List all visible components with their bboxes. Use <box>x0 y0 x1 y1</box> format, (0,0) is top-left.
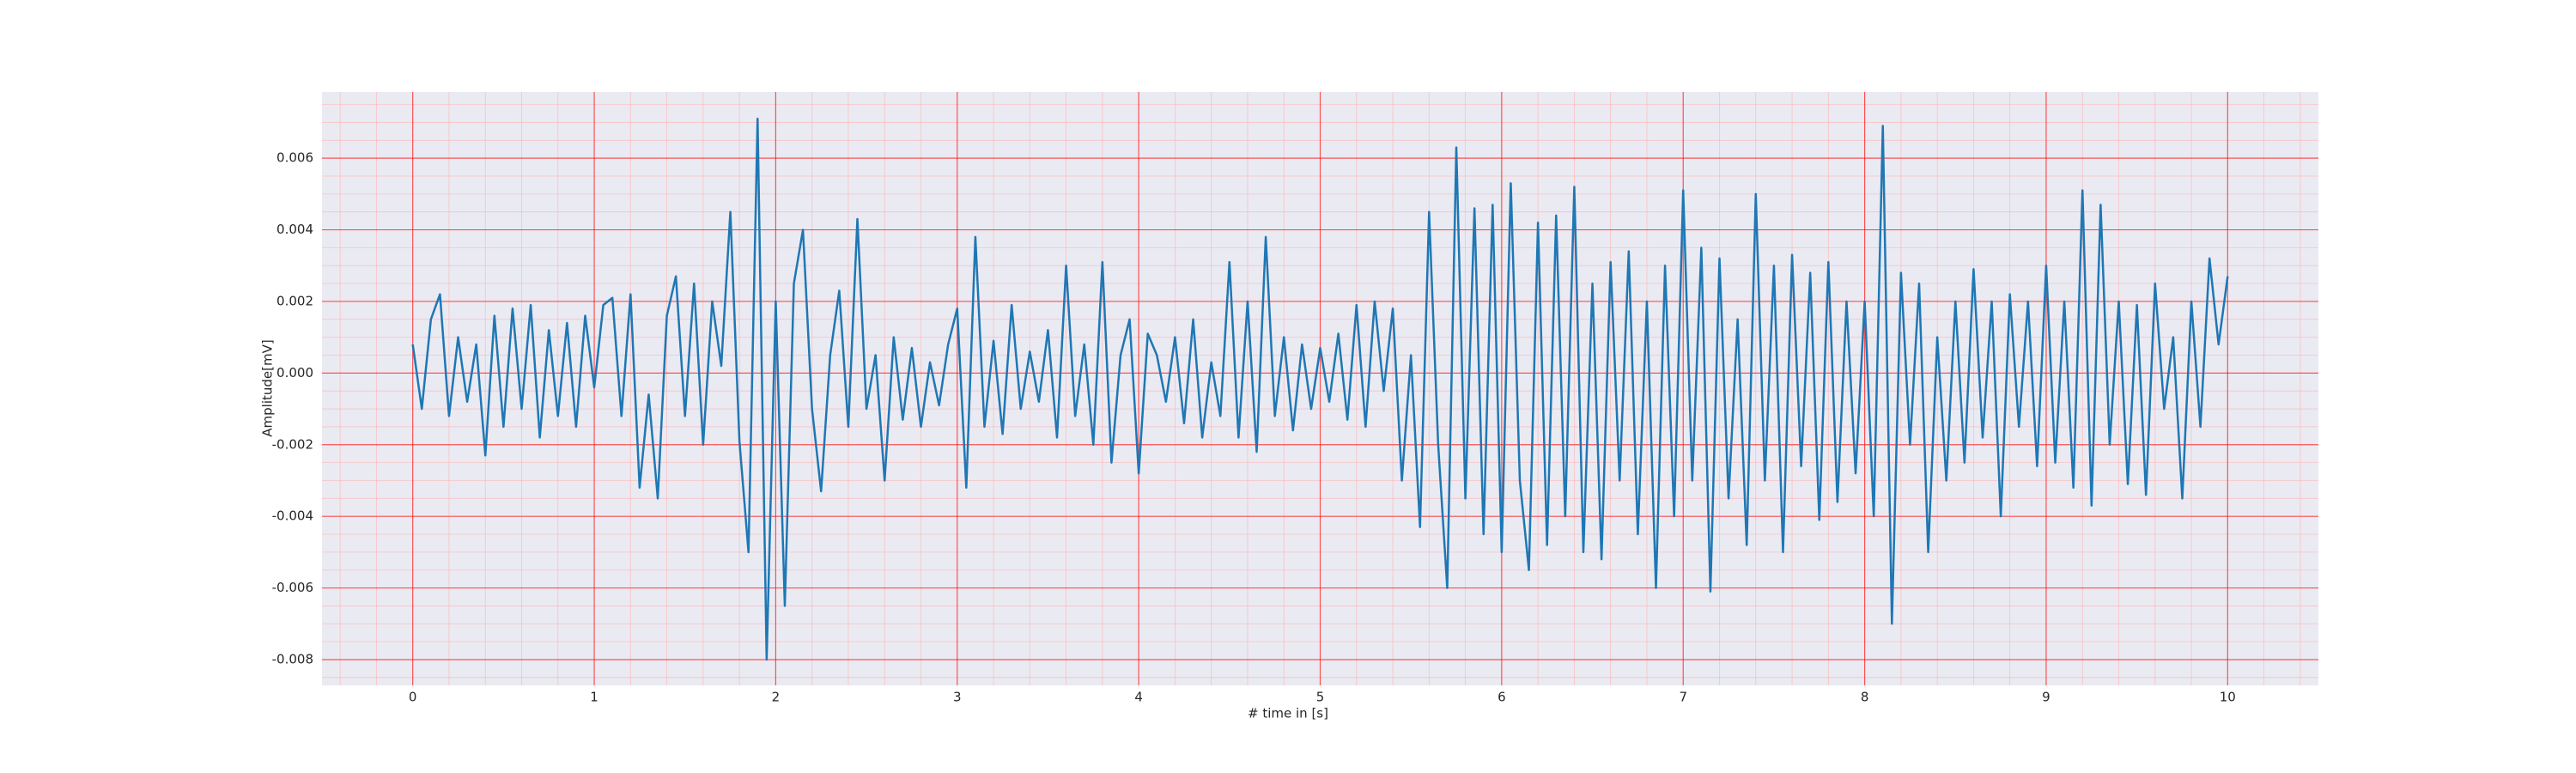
x-tick-label: 5 <box>1316 690 1325 705</box>
y-tick-label: 0.006 <box>276 150 313 166</box>
x-axis-label: # time in [s] <box>1248 706 1328 721</box>
x-tick-label: 0 <box>409 690 417 705</box>
x-tick-label: 9 <box>2042 690 2050 705</box>
x-tick-label: 10 <box>2220 690 2236 705</box>
y-tick-label: -0.004 <box>272 508 313 524</box>
x-tick-label: 1 <box>590 690 598 705</box>
y-tick-label: -0.002 <box>272 436 313 452</box>
x-tick-label: 8 <box>1861 690 1869 705</box>
signal-line <box>411 118 2229 661</box>
y-tick-label: -0.008 <box>272 651 313 666</box>
x-tick-label: 6 <box>1498 690 1506 705</box>
y-tick-label: -0.006 <box>272 580 313 595</box>
y-tick-label: 0.004 <box>276 222 313 237</box>
x-tick-label: 7 <box>1679 690 1687 705</box>
x-tick-label: 3 <box>953 690 962 705</box>
x-tick-label: 2 <box>772 690 781 705</box>
y-tick-label: 0.002 <box>276 293 313 308</box>
x-tick-label: 4 <box>1134 690 1143 705</box>
y-axis-label: Amplitude[mV] <box>260 339 276 436</box>
y-tick-label: 0.000 <box>276 365 313 380</box>
